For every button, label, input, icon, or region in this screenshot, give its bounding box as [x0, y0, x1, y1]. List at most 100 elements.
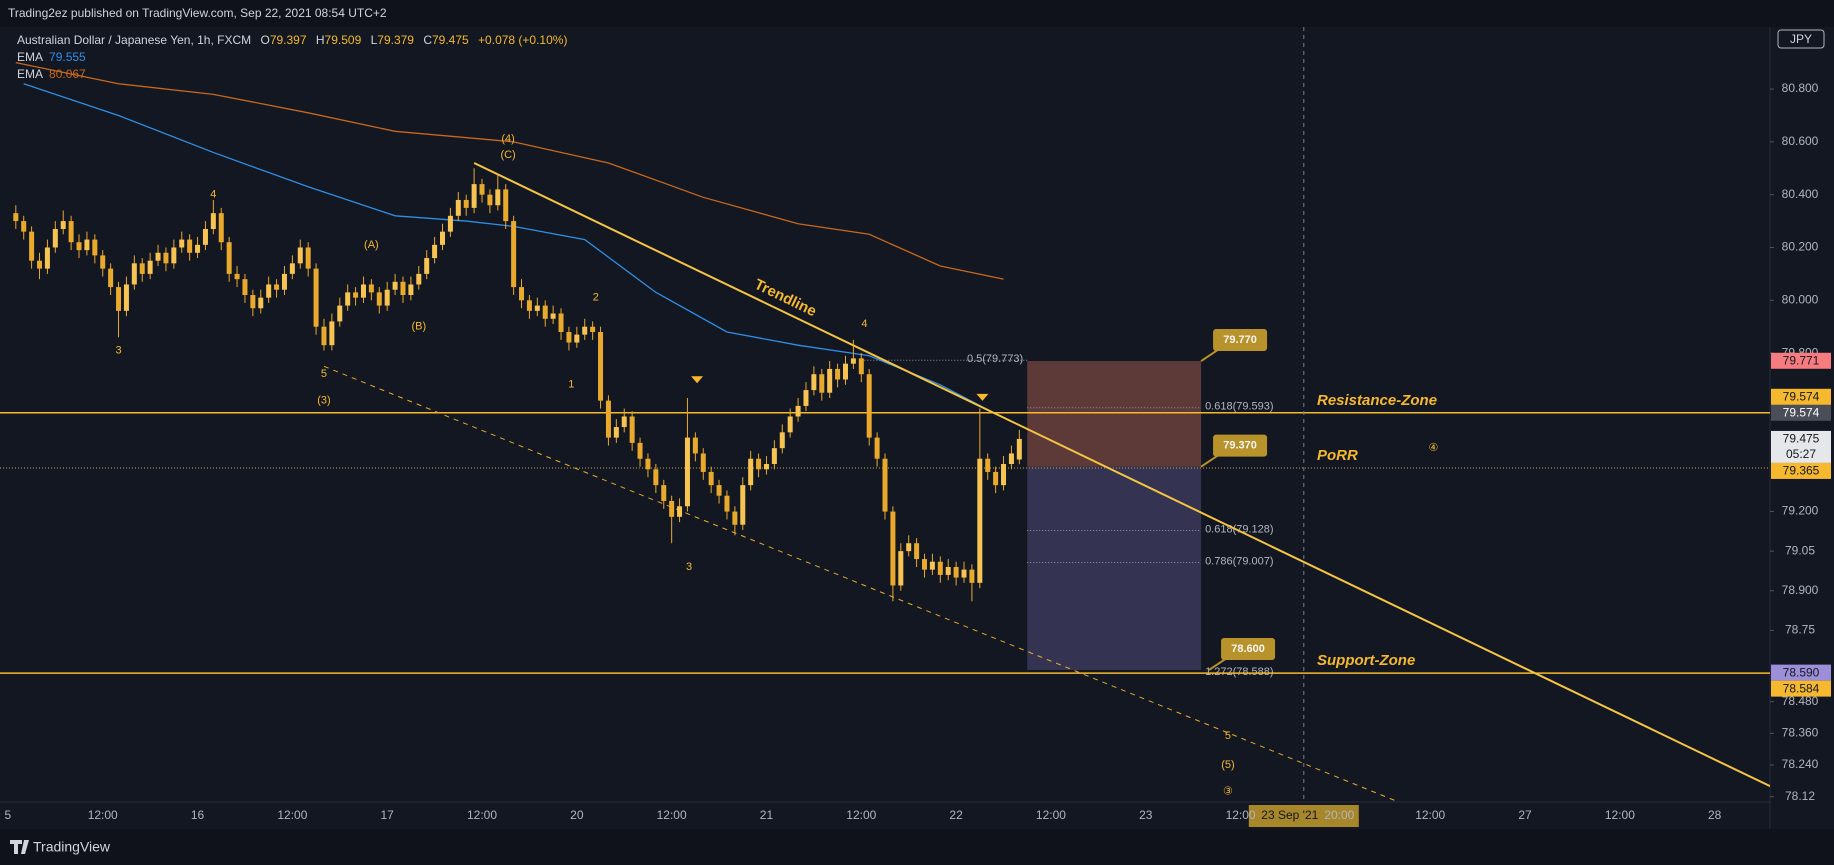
low-label: L: [371, 33, 378, 47]
candle-body: [52, 229, 58, 248]
candle-body: [13, 213, 19, 222]
price-tag-bg: [1771, 388, 1831, 405]
candle-body: [202, 229, 208, 245]
candle-body: [763, 464, 769, 470]
candle-body: [440, 231, 445, 245]
candle-body: [937, 561, 943, 575]
crosshair-label: 23 Sep '21: [1261, 808, 1318, 822]
close: 79.475: [432, 33, 469, 47]
candle-body: [432, 244, 438, 259]
candle-body: [566, 331, 572, 343]
candle-body: [274, 284, 280, 290]
y-tick-label: 80.200: [1782, 240, 1819, 254]
countdown: 05:27: [1786, 447, 1816, 461]
candle-body: [179, 239, 185, 248]
legend: Australian Dollar / Japanese Yen, 1h, FX…: [17, 33, 567, 81]
price-tag: 79.574: [1783, 405, 1820, 419]
candle-body: [669, 500, 675, 517]
candle-body: [771, 448, 777, 465]
candle-body: [692, 437, 698, 454]
price-tag-bg: [1771, 680, 1831, 697]
candle-body: [147, 260, 153, 274]
candle-body: [945, 566, 951, 575]
candle-body: [21, 221, 27, 232]
wave-label: 3: [686, 561, 692, 573]
y-tick-label: 80.800: [1782, 81, 1819, 95]
price-tag: 78.584: [1783, 681, 1820, 695]
x-tick-label: 17: [381, 808, 395, 822]
candle-body: [732, 511, 738, 525]
ema-line: [23, 83, 996, 415]
price-tag: 79.365: [1783, 464, 1820, 478]
wave-label: (5): [1221, 759, 1234, 771]
x-tick-label: 12:00: [1415, 808, 1445, 822]
candle-body: [858, 358, 864, 375]
x-tick-label: 12:00: [657, 808, 687, 822]
candle-body: [242, 279, 248, 296]
candle-body: [447, 215, 453, 232]
candle-body: [985, 458, 991, 472]
y-tick-label: 80.000: [1782, 292, 1819, 306]
candle-body: [629, 416, 635, 443]
header-bar: [0, 0, 1834, 27]
candle-body: [123, 284, 129, 311]
open: 79.397: [270, 33, 307, 47]
marker-triangle: [691, 376, 704, 384]
candle-body: [866, 374, 872, 438]
candle-body: [613, 427, 619, 438]
price-tag-bg: [1771, 404, 1831, 421]
candle-body: [582, 326, 588, 335]
candle-body: [511, 221, 517, 288]
y-tick-label: 78.240: [1782, 757, 1819, 771]
candle-body: [321, 326, 327, 346]
candle-body: [558, 313, 564, 332]
publish-info: Trading2ez published on TradingView.com,…: [8, 6, 387, 20]
ema-legend: EMA 79.555: [17, 50, 86, 64]
candle-body: [605, 400, 611, 438]
wave-label: (4): [501, 133, 514, 145]
candle-body: [495, 189, 501, 206]
low: 79.379: [377, 33, 414, 47]
x-tick-label: 12:00: [88, 808, 118, 822]
candle-body: [384, 289, 390, 306]
candle-body: [590, 326, 596, 332]
trendline: [473, 162, 1770, 788]
x-tick-label: 22: [949, 808, 963, 822]
candle-body: [534, 305, 540, 311]
candle-body: [890, 511, 896, 586]
currency: JPY: [1790, 32, 1812, 46]
fib-label: 0.618(79.128): [1205, 523, 1274, 535]
candle-body: [842, 363, 848, 380]
candle-body: [922, 559, 928, 570]
candle-body: [906, 543, 912, 552]
candle-body: [1016, 438, 1022, 460]
candle-body: [400, 281, 406, 296]
wave-label: ③: [1223, 785, 1233, 797]
candle-body: [519, 287, 525, 301]
price-tag: 79.771: [1783, 353, 1820, 367]
y-tick-label: 78.75: [1785, 623, 1815, 637]
candle-body: [163, 252, 169, 264]
wave-label: 2: [593, 292, 599, 304]
candle-body: [874, 437, 880, 459]
wave-label: 3: [115, 344, 121, 356]
x-tick-label: 12:00: [277, 808, 307, 822]
channel-line: [323, 365, 1399, 802]
x-tick-label: 21: [760, 808, 774, 822]
y-tick-label: 80.400: [1782, 187, 1819, 201]
candle-body: [479, 184, 485, 195]
candle-body: [250, 295, 256, 309]
ema-name: EMA: [17, 67, 43, 81]
candle-body: [811, 374, 817, 391]
fib-label: 0.5(79.773): [967, 353, 1023, 365]
symbol-legend: Australian Dollar / Japanese Yen, 1h, FX…: [17, 33, 567, 47]
wave-label: (C): [500, 149, 515, 161]
candle-body: [424, 258, 430, 274]
candle-body: [503, 189, 509, 222]
currency-badge[interactable]: [1777, 29, 1825, 49]
candle-body: [716, 485, 722, 496]
candle-body: [574, 334, 580, 343]
y-tick-label: 78.12: [1785, 789, 1815, 803]
candle-body: [76, 242, 82, 251]
